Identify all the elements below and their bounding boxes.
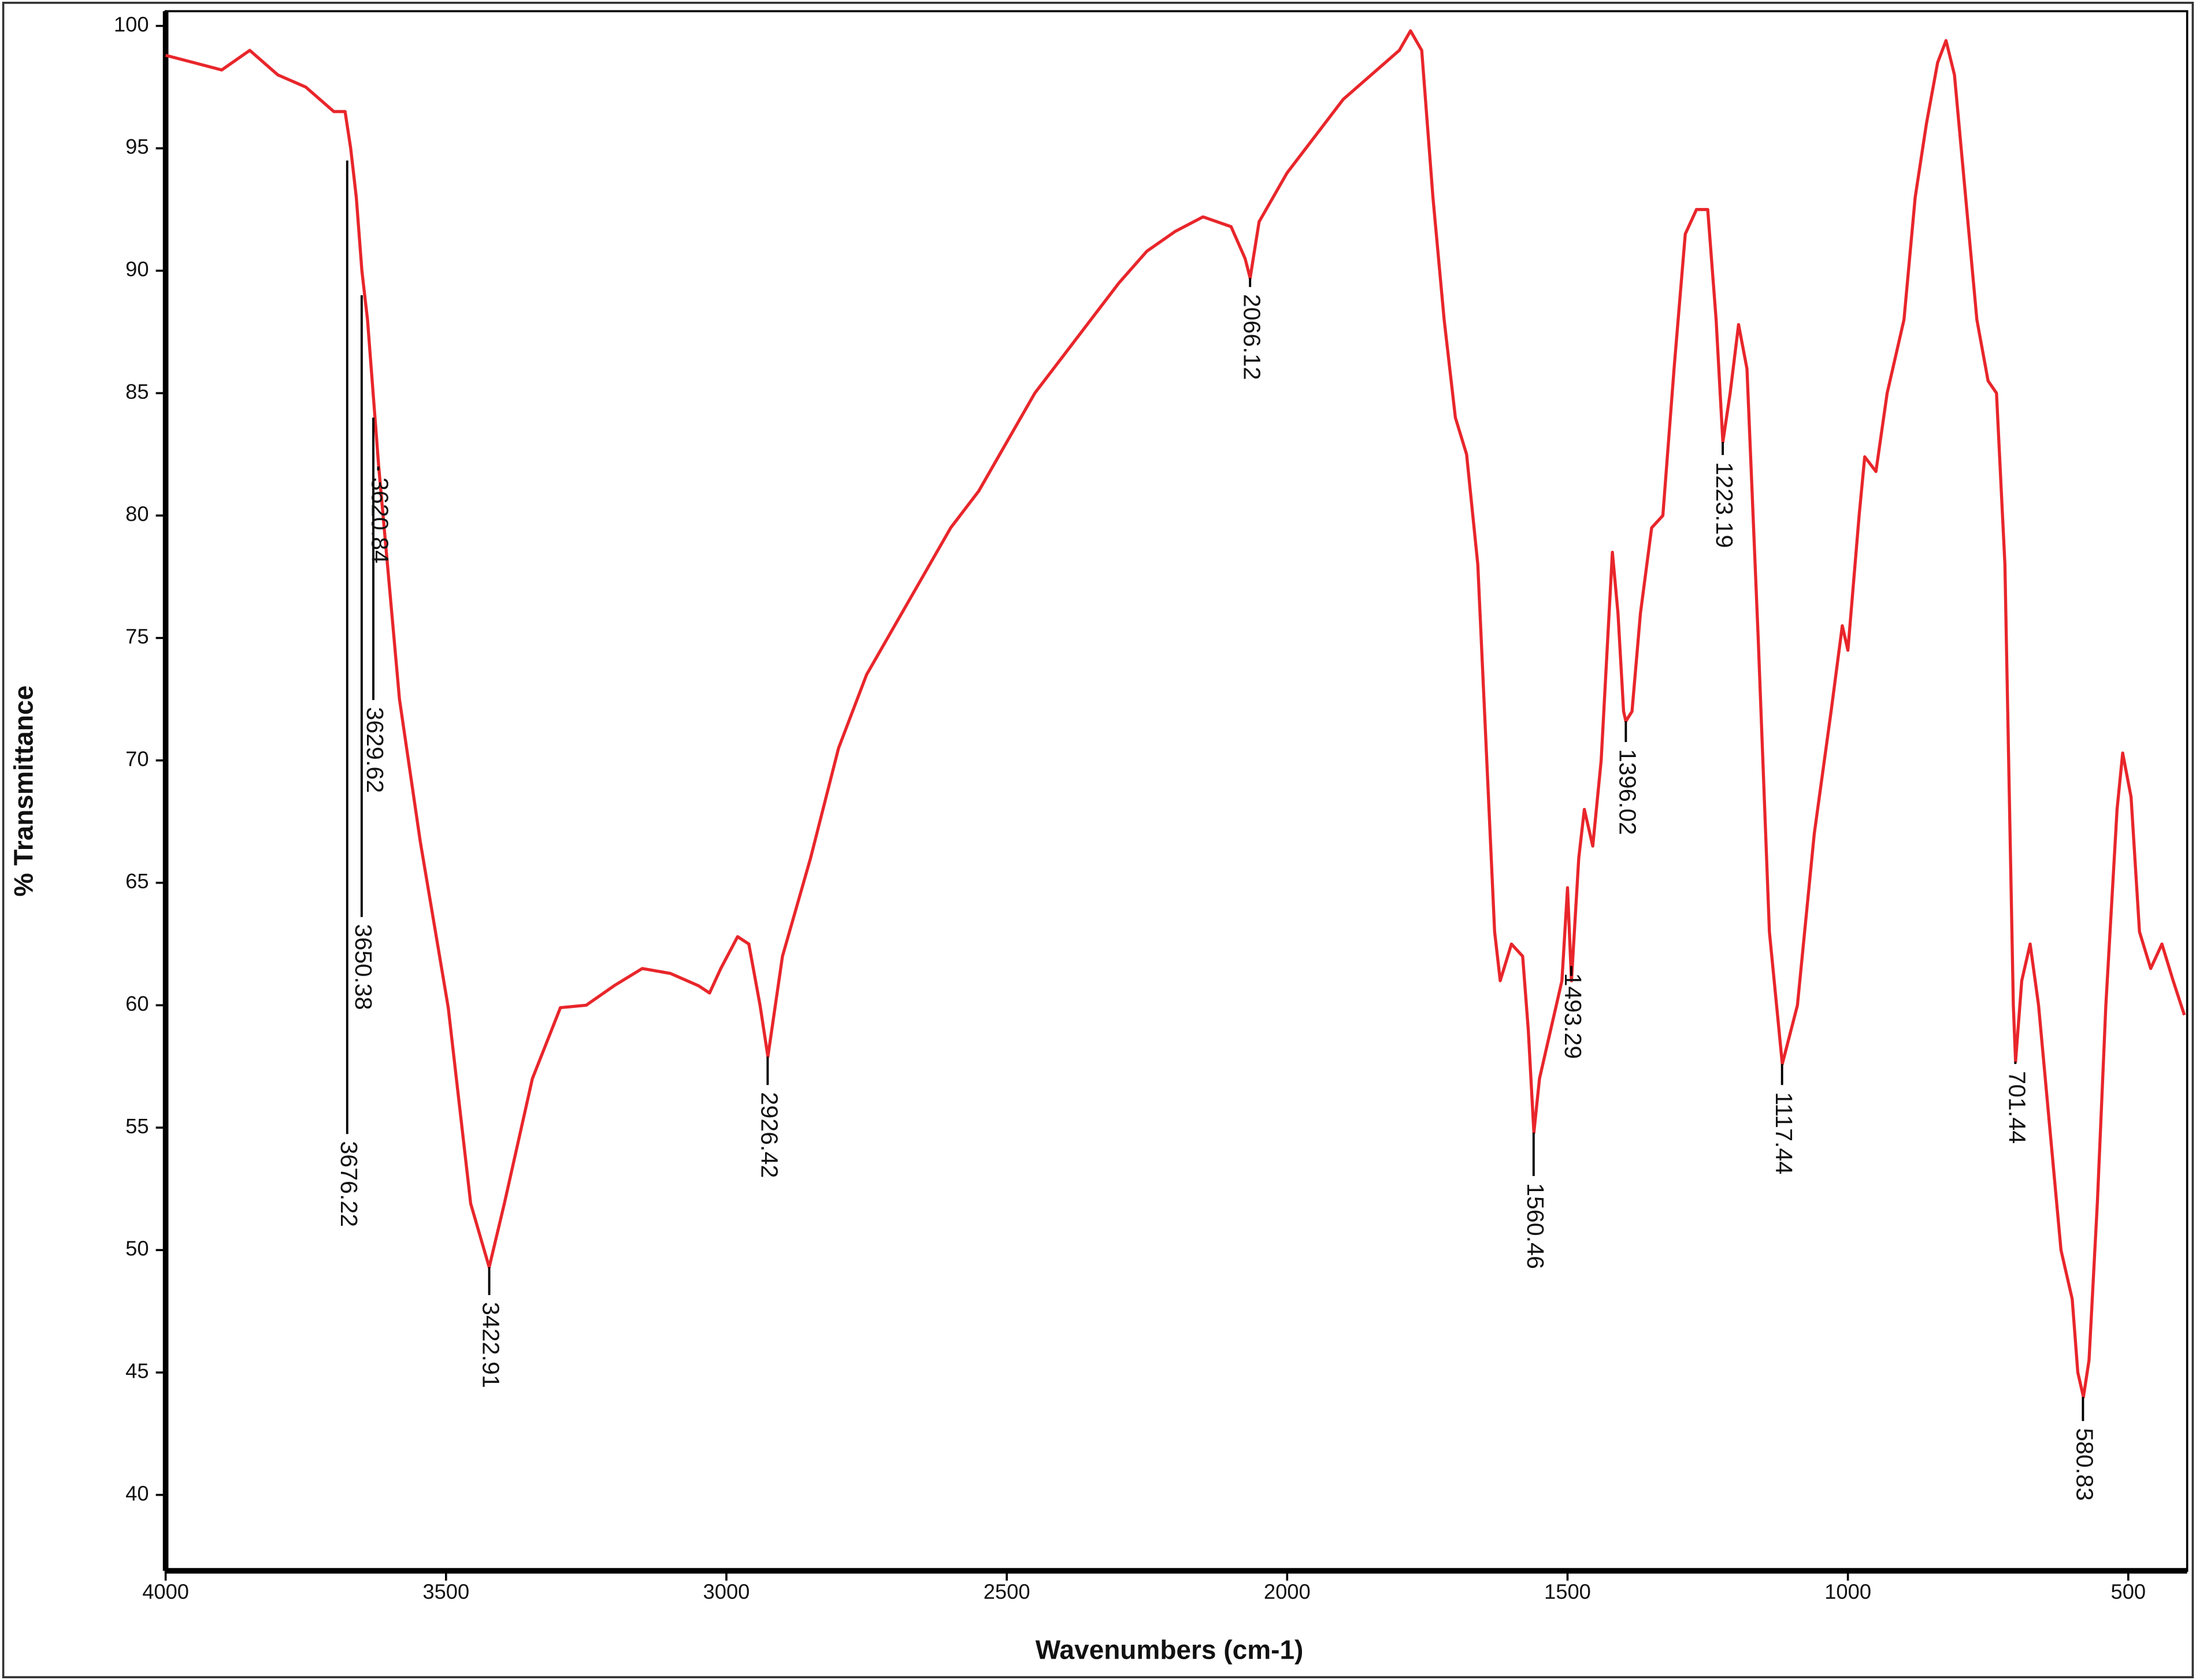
y-tick-label: 90 [125,257,149,281]
peak-label: 1223.19 [1711,462,1738,548]
y-tick-label: 75 [125,625,149,648]
spectrum-line [165,29,2186,1399]
peak-label: 2926.42 [756,1092,782,1178]
x-tick-label: 3000 [703,1579,750,1603]
peak-label: 3650.38 [350,924,377,1010]
y-tick-label: 55 [125,1114,149,1138]
y-tick-label: 85 [125,380,149,403]
peak-label: 580.83 [2072,1428,2098,1501]
y-tick-label: 65 [125,869,149,893]
y-tick-label: 45 [125,1359,149,1382]
peak-label: 2066.12 [1238,294,1265,380]
x-tick-label: 2000 [1264,1579,1311,1603]
peak-label: 3620.84 [367,477,394,563]
x-tick-label: 3500 [422,1579,469,1603]
peak-label: 1560.46 [1522,1183,1549,1269]
y-tick-label: 40 [125,1481,149,1505]
y-tick-label: 50 [125,1237,149,1260]
x-tick-label: 1000 [1824,1579,1871,1603]
x-tick-label: 4000 [142,1579,189,1603]
peak-label: 3422.91 [478,1302,505,1388]
peak-label: 1117.44 [1771,1092,1797,1175]
x-axis-title: Wavenumbers (cm-1) [1036,1635,1304,1665]
y-axis-title: % Transmittance [9,685,39,897]
y-tick-label: 95 [125,135,149,158]
peak-label: 3629.62 [362,707,388,793]
plot-area [164,10,2188,1572]
peak-label: 3676.22 [336,1141,362,1227]
x-tick-label: 2500 [984,1579,1030,1603]
peak-label: 1396.02 [1614,749,1641,835]
y-tick-label: 70 [125,747,149,770]
x-tick-label: 1500 [1544,1579,1591,1603]
peak-label: 1493.29 [1560,973,1586,1059]
peak-label: 701.44 [2004,1071,2030,1144]
y-tick-label: 100 [114,12,149,36]
x-tick-label: 500 [2111,1579,2146,1603]
y-tick-label: 80 [125,502,149,526]
y-tick-label: 60 [125,992,149,1015]
